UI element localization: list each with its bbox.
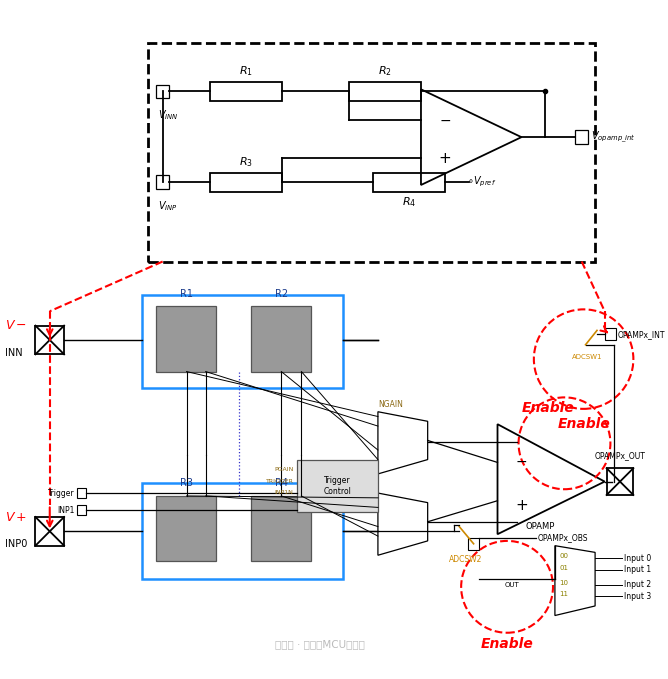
Text: ADCSW1: ADCSW1 bbox=[572, 354, 603, 361]
Text: Enable: Enable bbox=[522, 401, 574, 415]
Bar bbox=[210, 81, 283, 100]
Text: R1: R1 bbox=[180, 289, 193, 299]
Text: $-$: $-$ bbox=[515, 454, 528, 468]
Bar bbox=[250, 306, 311, 371]
Text: PGAIN: PGAIN bbox=[275, 467, 294, 472]
Bar bbox=[77, 488, 86, 498]
Bar bbox=[142, 483, 343, 579]
Text: $+$: $+$ bbox=[438, 151, 452, 166]
Text: TRIGGER: TRIGGER bbox=[266, 479, 294, 483]
Bar bbox=[35, 326, 64, 354]
Text: OPAMPx_INT: OPAMPx_INT bbox=[618, 330, 665, 339]
Bar bbox=[142, 295, 343, 388]
Text: 11: 11 bbox=[560, 591, 568, 598]
Text: Input 0: Input 0 bbox=[624, 553, 651, 563]
Text: Input 1: Input 1 bbox=[624, 565, 651, 574]
Bar bbox=[77, 505, 86, 515]
Text: INN: INN bbox=[5, 348, 23, 358]
Text: INP1N: INP1N bbox=[275, 490, 294, 495]
Bar bbox=[575, 130, 589, 144]
Text: $R_4$: $R_4$ bbox=[402, 196, 416, 209]
Text: OPAMPx_OUT: OPAMPx_OUT bbox=[595, 452, 645, 460]
Text: $\circ V_{pref}$: $\circ V_{pref}$ bbox=[467, 175, 496, 189]
Bar bbox=[148, 43, 595, 261]
Text: R3: R3 bbox=[180, 478, 193, 488]
Text: OPAMP: OPAMP bbox=[526, 521, 555, 531]
Text: $V-$: $V-$ bbox=[5, 319, 27, 332]
Text: 10: 10 bbox=[560, 580, 568, 586]
Bar bbox=[349, 81, 421, 100]
Text: INP1: INP1 bbox=[57, 506, 75, 515]
Bar bbox=[156, 306, 216, 371]
Text: R2: R2 bbox=[275, 289, 288, 299]
Text: 公众号 · 图智浦MCU加油站: 公众号 · 图智浦MCU加油站 bbox=[275, 639, 365, 649]
Text: $V_{opamp\_int}$: $V_{opamp\_int}$ bbox=[591, 130, 636, 145]
Text: $V+$: $V+$ bbox=[5, 511, 27, 524]
Text: $R_1$: $R_1$ bbox=[239, 64, 253, 78]
Bar bbox=[156, 84, 170, 98]
Text: $-$: $-$ bbox=[439, 113, 451, 127]
Bar bbox=[156, 175, 170, 189]
Text: Trigger
Control: Trigger Control bbox=[323, 476, 351, 496]
Bar bbox=[373, 172, 445, 191]
Text: $+$: $+$ bbox=[515, 498, 528, 513]
Bar bbox=[468, 538, 480, 549]
Text: Input 3: Input 3 bbox=[624, 592, 651, 601]
Text: $V_{INP}$: $V_{INP}$ bbox=[158, 200, 178, 213]
Text: 01: 01 bbox=[560, 565, 568, 570]
Bar bbox=[35, 517, 64, 546]
Text: $V_{INN}$: $V_{INN}$ bbox=[158, 109, 178, 122]
Text: $R_3$: $R_3$ bbox=[239, 155, 253, 168]
Bar bbox=[156, 496, 216, 561]
Text: NGAIN: NGAIN bbox=[378, 400, 403, 409]
Text: OPAMPx_OBS: OPAMPx_OBS bbox=[538, 534, 589, 543]
Text: Input 2: Input 2 bbox=[624, 581, 651, 589]
Text: Trigger: Trigger bbox=[48, 489, 75, 498]
Bar bbox=[250, 496, 311, 561]
Text: ADCSW2: ADCSW2 bbox=[450, 555, 482, 564]
Bar bbox=[297, 460, 378, 512]
Bar bbox=[605, 329, 616, 340]
Text: OUT: OUT bbox=[504, 582, 519, 588]
Text: $R_2$: $R_2$ bbox=[378, 64, 392, 78]
Text: R4: R4 bbox=[275, 478, 288, 488]
Text: 00: 00 bbox=[560, 553, 568, 559]
Text: Enable: Enable bbox=[481, 637, 534, 650]
Bar bbox=[210, 172, 283, 191]
Text: INP0: INP0 bbox=[5, 539, 27, 549]
Text: Enable: Enable bbox=[557, 416, 610, 430]
Bar bbox=[607, 469, 633, 495]
